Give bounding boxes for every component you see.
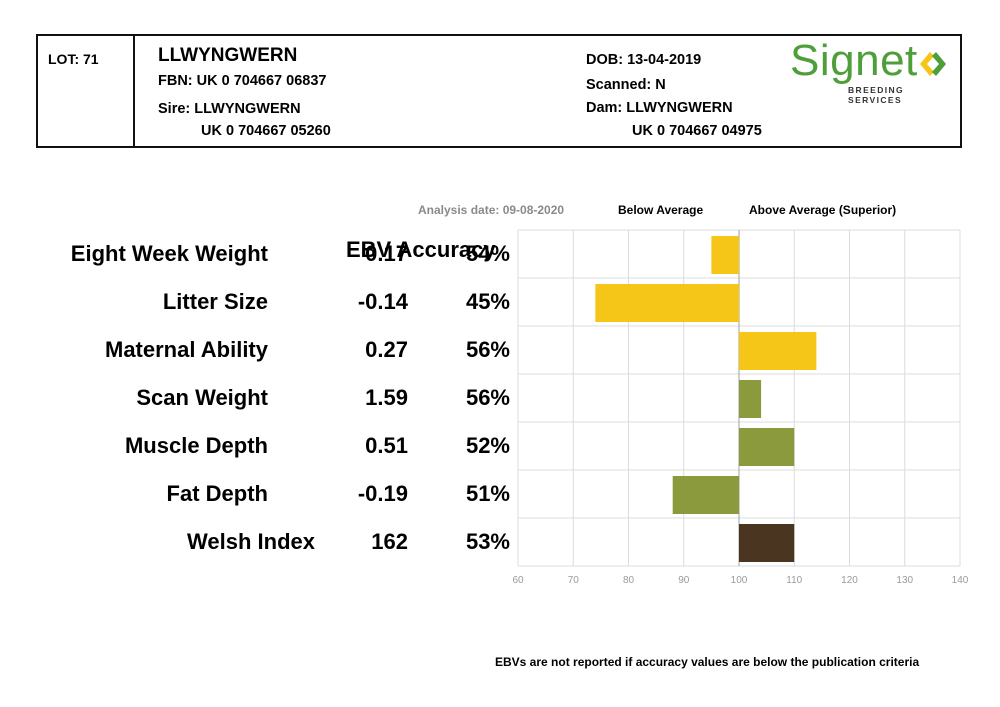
x-tick-label: 70 bbox=[568, 575, 580, 586]
accuracy-value: 56% bbox=[465, 337, 510, 362]
analysis-date: Analysis date: 09-08-2020 bbox=[418, 203, 565, 217]
trait-label: Welsh Index bbox=[187, 529, 315, 554]
trait-label: Scan Weight bbox=[136, 385, 268, 410]
footnote: EBVs are not reported if accuracy values… bbox=[495, 655, 920, 669]
ebv-value: 0.51 bbox=[365, 433, 408, 458]
lot-cell: LOT: 71 bbox=[38, 36, 135, 146]
accuracy-value: 56% bbox=[465, 385, 510, 410]
trait-label: Eight Week Weight bbox=[70, 241, 268, 266]
dob: DOB: 13-04-2019 bbox=[586, 52, 702, 68]
logo-text: Signet bbox=[790, 36, 918, 85]
accuracy-value: 51% bbox=[465, 481, 510, 506]
animal-name: LLWYNGWERN bbox=[158, 45, 298, 66]
trait-label: Muscle Depth bbox=[124, 433, 268, 458]
below-average-label: Below Average bbox=[618, 203, 704, 217]
ebv-value: 0.27 bbox=[365, 337, 408, 362]
ebv-value: -0.14 bbox=[357, 289, 408, 314]
accuracy-value: 53% bbox=[465, 529, 510, 554]
bar-welsh-index bbox=[739, 524, 795, 562]
accuracy-value: 52% bbox=[465, 433, 510, 458]
animal-header: LOT: 71 LLWYNGWERN FBN: UK 0 704667 0683… bbox=[36, 34, 962, 148]
trait-label: Maternal Ability bbox=[105, 337, 268, 362]
dam-id: UK 0 704667 04975 bbox=[632, 123, 762, 139]
x-tick-label: 110 bbox=[786, 575, 802, 586]
ebv-value: 0.17 bbox=[365, 241, 408, 266]
fbn: FBN: UK 0 704667 06837 bbox=[158, 73, 327, 89]
x-tick-label: 120 bbox=[841, 575, 858, 586]
dam: Dam: LLWYNGWERN bbox=[586, 100, 733, 116]
trait-label: Litter Size bbox=[162, 289, 268, 314]
accuracy-value: 45% bbox=[465, 289, 510, 314]
x-tick-label: 90 bbox=[678, 575, 690, 586]
lot-number: LOT: 71 bbox=[48, 51, 99, 67]
ebv-value: -0.19 bbox=[357, 481, 408, 506]
sire: Sire: LLWYNGWERN bbox=[158, 101, 301, 117]
x-tick-label: 100 bbox=[731, 575, 748, 586]
above-average-label: Above Average (Superior) bbox=[749, 203, 897, 217]
bar-eight-week-weight bbox=[711, 236, 739, 274]
ebv-accuracy-header: EBV Accuracy bbox=[346, 237, 496, 262]
bar-maternal-ability bbox=[739, 332, 817, 370]
signet-chevron-icon bbox=[920, 52, 946, 76]
x-tick-label: 60 bbox=[512, 575, 524, 586]
bar-scan-weight bbox=[739, 380, 762, 418]
ebv-value: 162 bbox=[371, 529, 408, 554]
bar-muscle-depth bbox=[739, 428, 795, 466]
x-tick-label: 130 bbox=[896, 575, 913, 586]
logo-subtitle: BREEDING SERVICES bbox=[848, 85, 905, 105]
ebv-value: 1.59 bbox=[365, 385, 408, 410]
x-tick-label: 140 bbox=[952, 575, 969, 586]
bar-fat-depth bbox=[672, 476, 739, 514]
scanned: Scanned: N bbox=[586, 77, 666, 93]
x-tick-label: 80 bbox=[623, 575, 635, 586]
bar-litter-size bbox=[595, 284, 739, 322]
accuracy-value: 54% bbox=[465, 241, 510, 266]
trait-label: Fat Depth bbox=[166, 481, 268, 506]
signet-logo: Signet BREEDING SERVICES bbox=[790, 36, 960, 105]
sire-id: UK 0 704667 05260 bbox=[201, 123, 331, 139]
